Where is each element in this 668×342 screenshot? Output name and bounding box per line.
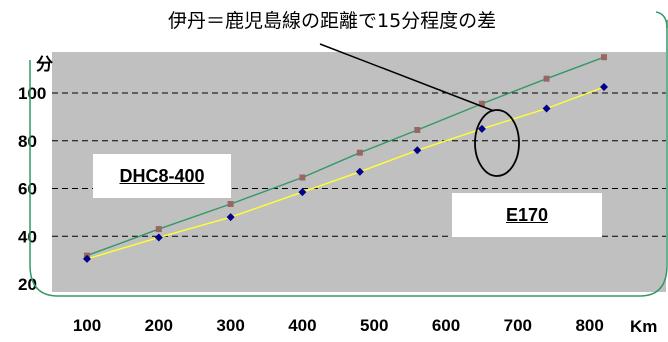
series-group [83,54,608,263]
data-point [299,174,306,181]
data-point [601,54,607,61]
data-point [83,254,91,263]
x-tick-label: 700 [504,316,532,335]
x-tick-labels: 100 200 300 400 500 600 700 800 [73,316,604,335]
data-point [227,201,234,208]
y-axis-unit: 分 [36,55,53,75]
y-tick-label: 80 [18,132,37,151]
data-point [356,149,363,156]
x-tick-label: 600 [432,316,460,335]
data-point [226,213,235,222]
x-tick-label: 300 [216,316,244,335]
data-point [355,167,364,176]
legend-label-dhc8: DHC8-400 [93,154,231,198]
annotation-text: 伊丹＝鹿児島線の距離で15分程度の差 [168,10,497,32]
y-tick-label: 60 [18,180,37,199]
y-tick-label: 40 [18,227,37,246]
data-point [600,83,608,92]
rounded-border [29,20,668,297]
legend-label-e170: E170 [452,193,602,237]
data-point [478,100,485,107]
x-axis-unit: Km [630,317,658,336]
data-point [154,233,163,242]
data-point [155,226,162,233]
data-point [543,75,550,82]
x-tick-label: 500 [360,316,388,335]
data-point [414,127,421,134]
x-tick-label: 800 [575,316,603,335]
y-tick-label: 100 [18,84,46,103]
x-tick-label: 400 [288,316,316,335]
callout-line [319,43,495,112]
data-point [542,104,551,113]
x-tick-label: 100 [73,316,101,335]
x-tick-label: 200 [145,316,173,335]
bracket-right [655,11,668,29]
data-point [413,146,422,155]
data-point [477,124,486,133]
data-point [298,188,307,197]
callout-ellipse [474,109,520,177]
